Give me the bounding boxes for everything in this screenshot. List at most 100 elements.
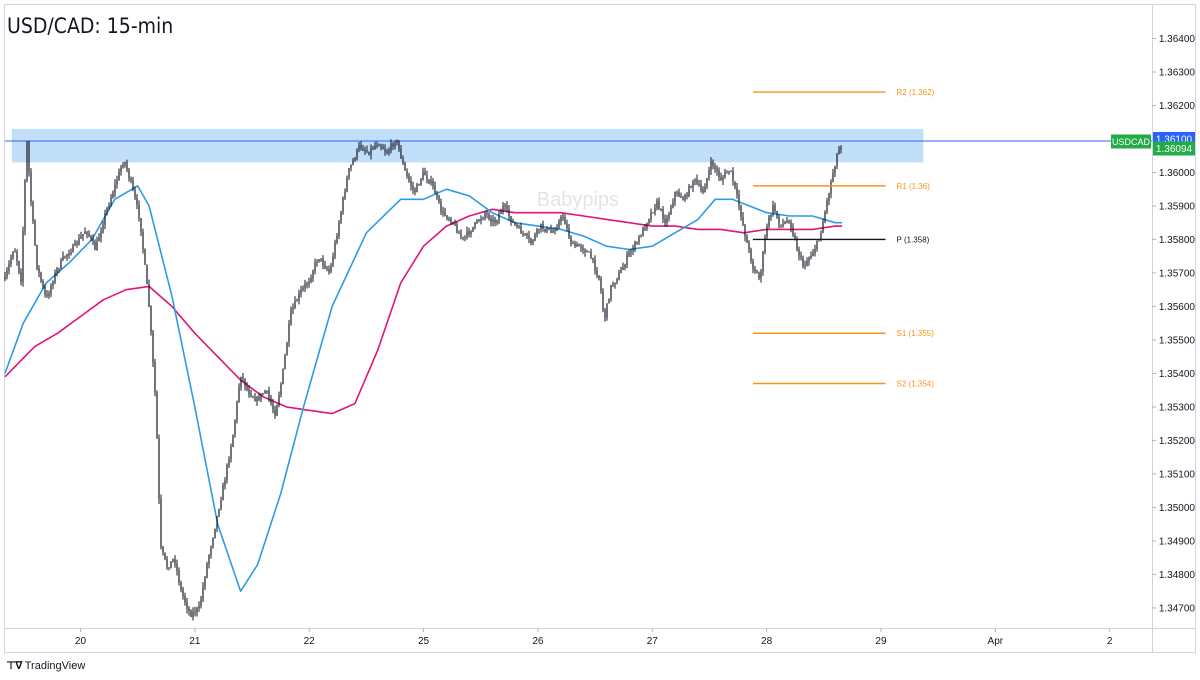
y-tick-label-4: 1.36000 [1159, 168, 1196, 179]
candle-body [388, 150, 390, 154]
candle-body [648, 219, 650, 223]
last-price-badge [1153, 141, 1195, 156]
candle-body [582, 247, 584, 251]
candle-body [628, 252, 630, 256]
candle-body [642, 227, 644, 237]
candle-body [210, 547, 212, 556]
candle-body [326, 268, 328, 270]
candle-body [802, 257, 804, 267]
candle-body [474, 222, 476, 227]
candle-body [90, 235, 92, 239]
candle-body [548, 228, 550, 230]
candle-body [670, 207, 672, 215]
candle-body [738, 194, 740, 206]
candle-body [276, 405, 278, 416]
candle-body [264, 390, 266, 394]
candle-body [350, 164, 352, 169]
candle-body [836, 153, 838, 167]
candle-body [808, 258, 810, 262]
candle-body [266, 390, 268, 392]
candle-body [296, 300, 298, 302]
candle-body [42, 280, 44, 287]
time-axis[interactable]: 20 21 22 25 26 27 28 29 Apr 2 [75, 628, 1113, 647]
candle-body [508, 209, 510, 217]
last-price-badge-text: 1.36094 [1156, 144, 1193, 155]
x-tick-label-5: 27 [647, 636, 659, 647]
candle-body [104, 213, 106, 225]
candle-body [80, 236, 82, 239]
candle-body [428, 179, 430, 184]
candle-body [50, 285, 52, 294]
candle-body [198, 605, 200, 608]
candle-body [658, 200, 660, 209]
candle-body [164, 552, 166, 559]
candle-body [782, 223, 784, 226]
candle-body [462, 237, 464, 239]
candle-body [754, 268, 756, 272]
candle-body [414, 189, 416, 193]
candle-body [200, 599, 202, 606]
candle-body [148, 284, 150, 307]
candle-body [268, 390, 270, 399]
candle-body [710, 161, 712, 171]
candle-body [142, 232, 144, 250]
candle-body [726, 172, 728, 174]
candle-body [728, 171, 730, 173]
candle-body [204, 577, 206, 587]
candle-body [720, 176, 722, 181]
price-axis[interactable]: 1.36400 1.36300 1.36200 1.36100 1.36000 1.359… [1152, 34, 1195, 614]
candle-body [698, 183, 700, 185]
x-tick-label-6: 28 [761, 636, 773, 647]
ema-fast-line [4, 185, 843, 593]
candle-body [190, 611, 192, 617]
candle-body [420, 179, 422, 185]
candle-body [116, 180, 118, 185]
candle-body [484, 213, 486, 218]
candle-body [126, 162, 128, 170]
candle-body [526, 233, 528, 236]
candle-body [66, 254, 68, 257]
y-tick-label-5: 1.35900 [1159, 201, 1196, 212]
candle-body [216, 516, 218, 529]
candle-body [758, 273, 760, 279]
candle-body [636, 241, 638, 243]
candle-body [766, 226, 768, 238]
x-tick-label-7: 29 [875, 636, 887, 647]
candle-body [442, 211, 444, 213]
candle-body [64, 256, 66, 258]
y-tick-label-8: 1.35600 [1159, 302, 1196, 313]
candle-body [342, 198, 344, 212]
candle-body [194, 611, 196, 613]
candle-body [18, 261, 20, 272]
y-tick-label-12: 1.35200 [1159, 436, 1196, 447]
tradingview-branding[interactable]: ⊤∇ TradingView [6, 659, 85, 673]
candle-body [450, 219, 452, 223]
candle-body [712, 161, 714, 167]
candle-body [132, 180, 134, 190]
candle-body [834, 166, 836, 174]
candle-body [652, 212, 654, 214]
candle-body [662, 209, 664, 219]
candle-body [562, 216, 564, 218]
candle-body [280, 384, 282, 395]
candle-body [812, 253, 814, 256]
candle-body [824, 211, 826, 222]
candle-body [226, 465, 228, 481]
candle-body [774, 205, 776, 211]
candle-body [556, 227, 558, 231]
candle-body [320, 258, 322, 260]
candle-body [370, 148, 372, 155]
candle-body [502, 205, 504, 212]
candle-body [376, 145, 378, 147]
candle-body [284, 355, 286, 369]
candle-body [330, 265, 332, 273]
candle-body [354, 158, 356, 161]
candle-body [310, 277, 312, 282]
candle-body [804, 265, 806, 267]
candle-body [566, 224, 568, 229]
candle-body [358, 145, 360, 150]
candle-body [744, 224, 746, 237]
